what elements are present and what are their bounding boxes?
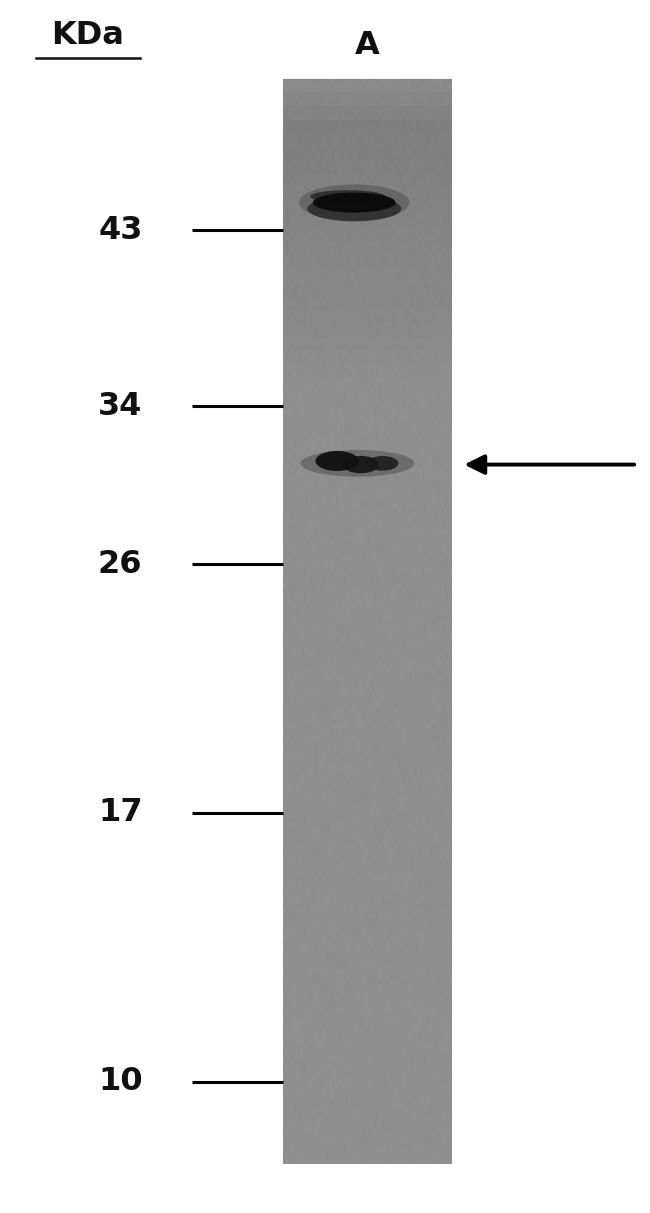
Ellipse shape <box>299 184 410 221</box>
Ellipse shape <box>315 451 359 471</box>
Text: KDa: KDa <box>51 19 124 51</box>
Bar <box>283 160 452 215</box>
Bar <box>283 79 452 133</box>
Bar <box>283 283 452 337</box>
Ellipse shape <box>310 190 385 203</box>
Bar <box>283 241 452 296</box>
Bar <box>283 92 452 147</box>
Bar <box>283 228 452 283</box>
Bar <box>283 147 452 201</box>
Bar <box>283 133 452 188</box>
Ellipse shape <box>367 456 398 471</box>
Bar <box>283 120 452 173</box>
Text: 34: 34 <box>98 391 142 422</box>
Bar <box>283 201 452 255</box>
Bar <box>283 188 452 241</box>
Bar <box>283 215 452 269</box>
Text: A: A <box>355 29 380 61</box>
Bar <box>283 269 452 323</box>
Bar <box>283 337 452 391</box>
Ellipse shape <box>307 197 401 222</box>
Bar <box>283 106 452 160</box>
Bar <box>283 309 452 364</box>
Bar <box>283 323 452 377</box>
Bar <box>283 79 452 1164</box>
Text: 10: 10 <box>98 1066 142 1098</box>
Bar <box>283 255 452 309</box>
Text: 26: 26 <box>98 548 142 580</box>
Ellipse shape <box>313 193 396 212</box>
Bar <box>283 173 452 228</box>
Ellipse shape <box>301 450 415 477</box>
Ellipse shape <box>343 456 379 473</box>
Bar <box>283 296 452 351</box>
Text: 43: 43 <box>98 215 142 246</box>
Text: 17: 17 <box>98 797 142 828</box>
